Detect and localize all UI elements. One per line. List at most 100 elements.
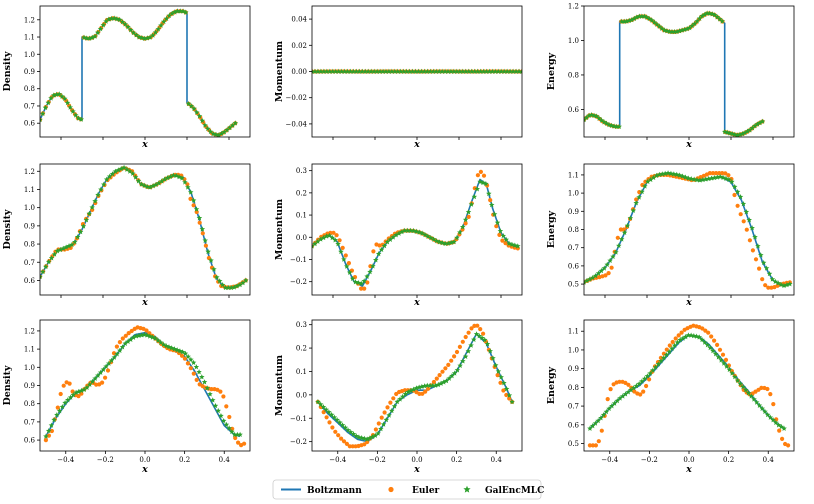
galencmlc-point [409, 68, 416, 74]
galencmlc-point [616, 242, 622, 249]
y-tick-label: 0.8 [24, 85, 35, 93]
plot-area [584, 10, 766, 137]
galencmlc-point [389, 407, 395, 414]
galencmlc-point [483, 180, 489, 187]
galencmlc-point [48, 422, 55, 428]
galencmlc-point [620, 393, 626, 399]
galencmlc-point [704, 342, 711, 348]
euler-point [703, 328, 708, 333]
galencmlc-point [513, 68, 519, 74]
galencmlc-point [84, 384, 90, 390]
y-axis-label: Energy [546, 210, 557, 248]
galencmlc-point [752, 234, 758, 240]
galencmlc-point [636, 194, 642, 200]
galencmlc-point [226, 425, 232, 431]
galencmlc-point [387, 236, 394, 242]
galencmlc-point [413, 228, 420, 234]
y-tick-label: 1.0 [24, 364, 35, 372]
galencmlc-point [153, 181, 159, 188]
axes-frame [583, 163, 795, 296]
galencmlc-point [471, 68, 478, 74]
galencmlc-point [130, 29, 137, 36]
galencmlc-point [617, 395, 623, 401]
x-axis-label: x [141, 139, 148, 150]
euler-point [644, 383, 649, 389]
subplot-r0c2: 0.6 0.8 1.0 1.2 x Energy [546, 3, 795, 150]
euler-point [617, 379, 622, 384]
galencmlc-point [669, 345, 675, 351]
y-tick-label: 1.1 [24, 186, 35, 194]
euler-point [501, 388, 506, 393]
galencmlc-point [182, 179, 188, 185]
galencmlc-point [734, 188, 741, 195]
galencmlc-point [749, 225, 755, 231]
galencmlc-point [430, 68, 437, 74]
galencmlc-point [483, 68, 490, 74]
galencmlc-point [100, 22, 107, 28]
galencmlc-point [179, 175, 185, 181]
euler-point [43, 438, 49, 443]
euler-point [709, 334, 714, 339]
galencmlc-point [674, 171, 680, 177]
galencmlc-point [715, 354, 722, 360]
y-tick-label: −0.2 [290, 278, 307, 286]
galencmlc-point [486, 190, 492, 197]
galencmlc-point [439, 239, 446, 246]
galencmlc-point [315, 238, 321, 244]
x-axis-label: x [685, 297, 692, 308]
euler-point [191, 371, 196, 376]
galencmlc-point [356, 68, 363, 74]
galencmlc-point [65, 397, 71, 403]
y-tick-label: −0.1 [290, 415, 307, 423]
galencmlc-point [629, 17, 635, 23]
galencmlc-point [595, 270, 602, 276]
galencmlc-point [468, 68, 475, 74]
galencmlc-point [624, 222, 631, 228]
galencmlc-point [468, 201, 475, 207]
galencmlc-point [459, 224, 466, 230]
galencmlc-point [457, 68, 463, 74]
galencmlc-point [202, 237, 208, 243]
galencmlc-point [196, 113, 203, 119]
galencmlc-point [163, 15, 170, 21]
galencmlc-point [749, 125, 756, 131]
euler-point [343, 253, 348, 258]
galencmlc-point [196, 369, 202, 375]
galencmlc-point [696, 15, 703, 21]
galencmlc-point [317, 236, 324, 242]
axes-frame [39, 163, 251, 296]
galencmlc-point [383, 68, 389, 74]
galencmlc-point [80, 223, 87, 229]
euler-point [347, 444, 352, 449]
galencmlc-point [133, 32, 140, 38]
galencmlc-point [368, 68, 374, 74]
y-tick-label: −0.1 [290, 256, 307, 264]
galencmlc-point [130, 170, 136, 176]
galencmlc-point [185, 184, 191, 190]
galencmlc-point [756, 402, 763, 408]
galencmlc-point [501, 68, 508, 74]
galencmlc-point [127, 336, 134, 342]
euler-point [221, 394, 226, 399]
galencmlc-point [45, 258, 52, 265]
euler-point [723, 357, 729, 362]
legend-euler-label: Euler [412, 486, 440, 496]
galencmlc-point [51, 416, 57, 423]
galencmlc-point [454, 234, 460, 241]
galencmlc-point [383, 416, 390, 423]
y-tick-label: 1.1 [568, 171, 579, 179]
euler-point [362, 442, 367, 447]
euler-point [388, 400, 393, 405]
galencmlc-point [603, 408, 610, 415]
euler-point [495, 373, 500, 378]
galencmlc-point [584, 277, 590, 284]
euler-point [434, 376, 439, 381]
galencmlc-point [54, 248, 61, 254]
euler-point [757, 266, 762, 271]
galencmlc-point [177, 8, 184, 14]
galencmlc-point [375, 251, 382, 257]
galencmlc-point [147, 34, 153, 40]
galencmlc-point [315, 398, 321, 405]
euler-point [732, 192, 737, 198]
euler-point [629, 385, 634, 390]
